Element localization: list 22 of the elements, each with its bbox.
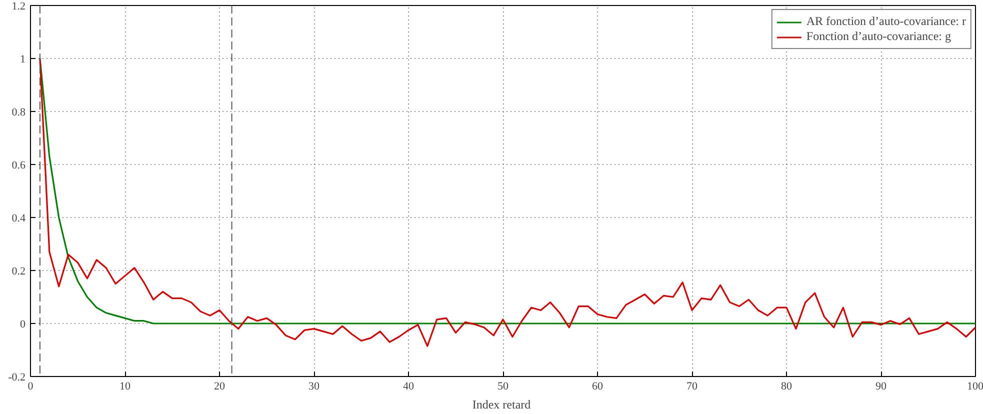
x-tick-label: 60 <box>592 380 604 392</box>
x-tick-label: 30 <box>308 380 320 392</box>
x-tick-label: 40 <box>403 380 414 392</box>
y-tick-label: 0.2 <box>12 266 26 278</box>
y-tick-label: 1.2 <box>12 0 26 12</box>
y-tick-label: 0.4 <box>12 212 26 224</box>
x-tick-label: 90 <box>876 380 887 392</box>
y-tick-label: 0 <box>20 318 26 330</box>
x-tick-label: 0 <box>28 380 34 392</box>
x-tick-label: 10 <box>120 380 131 392</box>
y-tick-label: -0.2 <box>8 372 26 384</box>
x-tick-label: 100 <box>967 380 983 392</box>
legend-label: Fonction d’auto-covariance: g <box>806 29 952 44</box>
y-tick-label: 1 <box>20 54 26 66</box>
legend-label: AR fonction d’auto-covariance: r <box>806 14 966 29</box>
x-tick-label: 70 <box>686 380 698 392</box>
x-tick-label: 20 <box>214 380 226 392</box>
y-tick-label: 0.8 <box>12 106 26 118</box>
y-tick-label: 0.6 <box>12 160 26 172</box>
x-tick-label: 80 <box>781 380 792 392</box>
x-tick-label: 50 <box>498 380 509 392</box>
x-axis-title: Index retard <box>472 398 531 412</box>
